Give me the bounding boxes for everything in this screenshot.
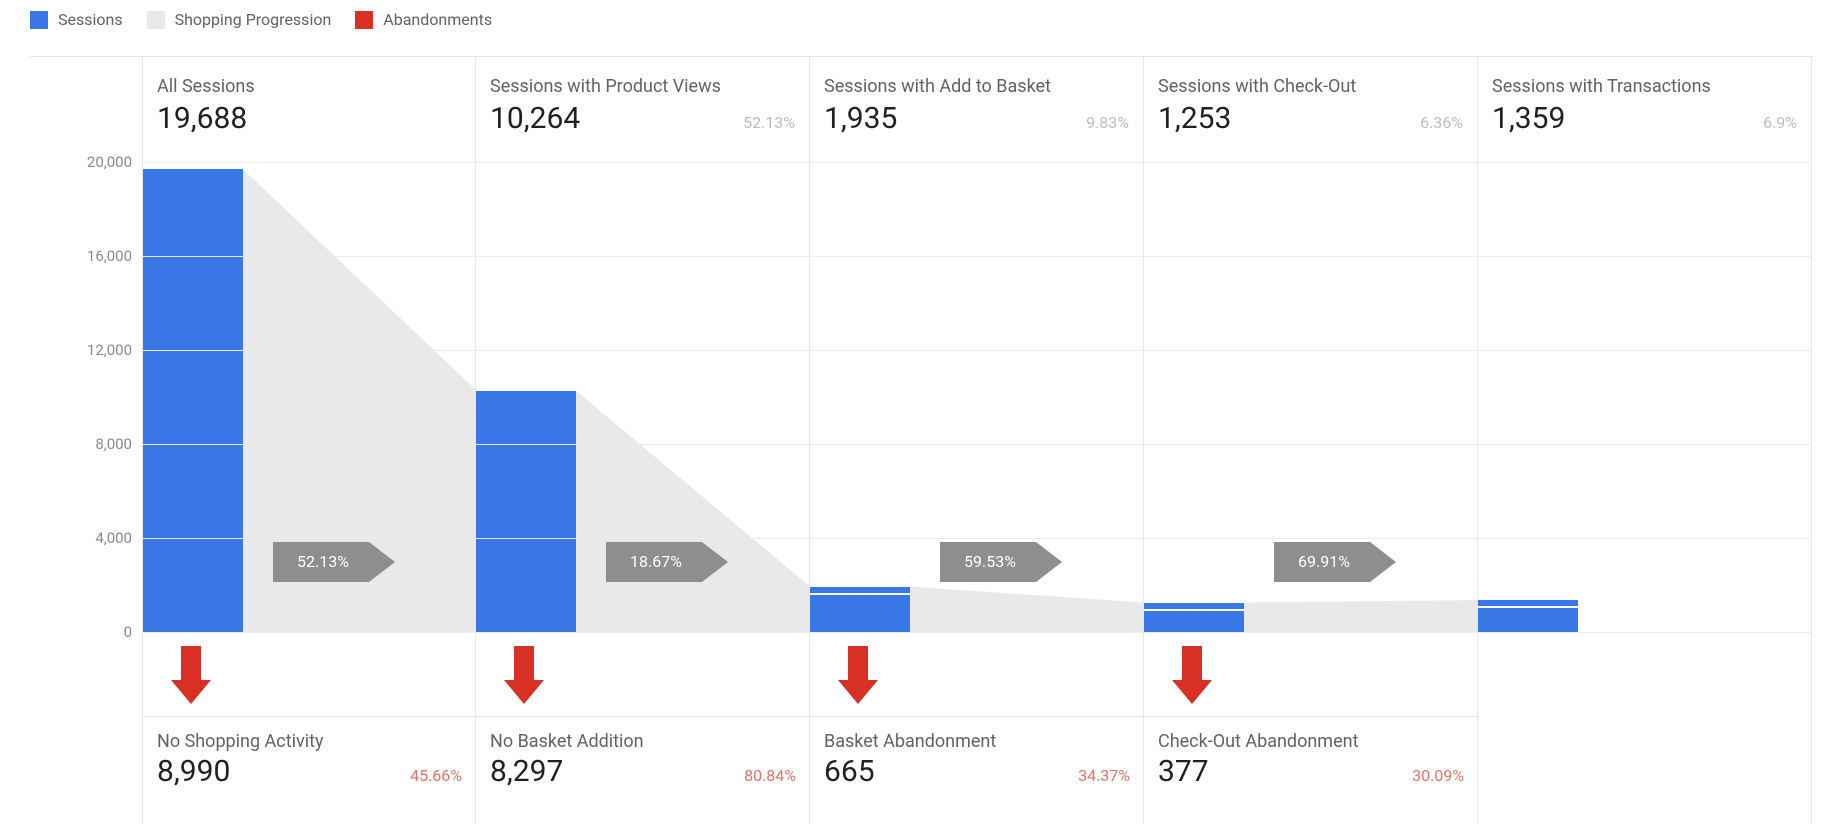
plot-area: All Sessions 19,688 52.13% No Shopping Acti… [142,56,1812,824]
stage-percent: 6.36% [1420,113,1463,132]
abandon-percent: 30.09% [1412,766,1464,785]
stage-column: Sessions with Check-Out 1,253 6.36% 69.91% C… [1144,56,1478,824]
chevron-right-icon [702,542,728,582]
abandon-card: No Shopping Activity8,990 45.66% [143,716,476,803]
abandon-title: Check-Out Abandonment [1158,731,1464,752]
abandon-arrow-icon [1172,646,1212,706]
stage-percent: 6.9% [1763,113,1797,132]
progression-pill: 18.67% [606,542,728,582]
stage-header: Sessions with Add to Basket 1,935 9.83% [824,76,1129,136]
abandon-percent: 80.84% [744,766,796,785]
stage-title: All Sessions [157,76,461,97]
abandon-value: 8,990 [157,754,230,789]
abandon-arrow-icon [838,646,878,706]
stage-value: 10,264 [490,101,580,136]
bar-notch [810,593,910,595]
gridline [142,256,1812,257]
stage-title: Sessions with Product Views [490,76,795,97]
legend-swatch-abandonments [355,11,373,29]
chevron-right-icon [1036,542,1062,582]
stage-title: Sessions with Check-Out [1158,76,1463,97]
progression-pill: 59.53% [940,542,1062,582]
abandon-title: No Basket Addition [490,731,796,752]
gridline [142,350,1812,351]
abandon-percent: 45.66% [410,766,462,785]
stage-percent: 52.13% [743,113,795,132]
stage-bar [1144,603,1244,632]
legend-swatch-sessions [30,11,48,29]
abandon-value: 665 [824,754,875,789]
chevron-right-icon [369,542,395,582]
stage-percent: 9.83% [1086,113,1129,132]
chevron-right-icon [1370,542,1396,582]
stage-bar [1478,600,1578,632]
abandon-arrow-icon [171,646,211,706]
stage-value: 1,253 [1158,101,1231,136]
stage-bar [810,587,910,632]
stage-header: Sessions with Check-Out 1,253 6.36% [1158,76,1463,136]
abandon-title: Basket Abandonment [824,731,1130,752]
legend-item-sessions: Sessions [30,10,123,29]
stage-header: Sessions with Transactions 1,359 6.9% [1492,76,1797,136]
legend-swatch-progression [147,11,165,29]
abandon-title: No Shopping Activity [157,731,462,752]
stage-column: Sessions with Add to Basket 1,935 9.83% 59.… [810,56,1144,824]
stage-column: All Sessions 19,688 52.13% No Shopping Acti… [142,56,476,824]
stage-column: Sessions with Transactions 1,359 6.9% [1478,56,1812,824]
abandon-value: 8,297 [490,754,563,789]
gridline [142,444,1812,445]
stage-header: Sessions with Product Views 10,264 52.13% [490,76,795,136]
legend-item-progression: Shopping Progression [147,10,332,29]
stage-value: 19,688 [157,101,247,136]
stage-value: 1,935 [824,101,897,136]
legend-label: Abandonments [383,10,492,29]
bar-notch [1144,609,1244,611]
funnel-chart: 0 4,000 8,000 12,000 16,000 20,000 All Sessio… [30,56,1814,824]
abandon-arrow-icon [504,646,544,706]
progression-percent: 59.53% [940,542,1036,582]
y-tick-label: 16,000 [87,247,132,265]
abandon-card: Basket Abandonment665 34.37% [810,716,1144,803]
legend: Sessions Shopping Progression Abandonmen… [30,10,492,29]
abandon-percent: 34.37% [1078,766,1130,785]
gridline [142,632,1812,633]
y-tick-label: 4,000 [95,529,132,547]
abandon-value: 377 [1158,754,1209,789]
abandon-card: Check-Out Abandonment377 30.09% [1144,716,1478,803]
progression-pill: 52.13% [273,542,395,582]
progression-pill: 69.91% [1274,542,1396,582]
progression-percent: 52.13% [273,542,369,582]
stage-header: All Sessions 19,688 [157,76,461,136]
gridline [142,538,1812,539]
abandon-card: No Basket Addition8,297 80.84% [476,716,810,803]
stage-column: Sessions with Product Views 10,264 52.13% 1… [476,56,810,824]
progression-percent: 69.91% [1274,542,1370,582]
legend-label: Shopping Progression [175,10,332,29]
stage-bar [143,169,243,632]
legend-label: Sessions [58,10,123,29]
y-axis: 04,0008,00012,00016,00020,000 [30,162,142,632]
stage-bar [476,391,576,632]
y-tick-label: 8,000 [95,435,132,453]
stage-title: Sessions with Add to Basket [824,76,1129,97]
stage-title: Sessions with Transactions [1492,76,1797,97]
y-tick-label: 20,000 [87,153,132,171]
progression-percent: 18.67% [606,542,702,582]
gridline [142,162,1812,163]
y-tick-label: 0 [124,623,132,641]
y-tick-label: 12,000 [87,341,132,359]
bar-notch [1478,606,1578,608]
legend-item-abandonments: Abandonments [355,10,492,29]
stage-value: 1,359 [1492,101,1565,136]
